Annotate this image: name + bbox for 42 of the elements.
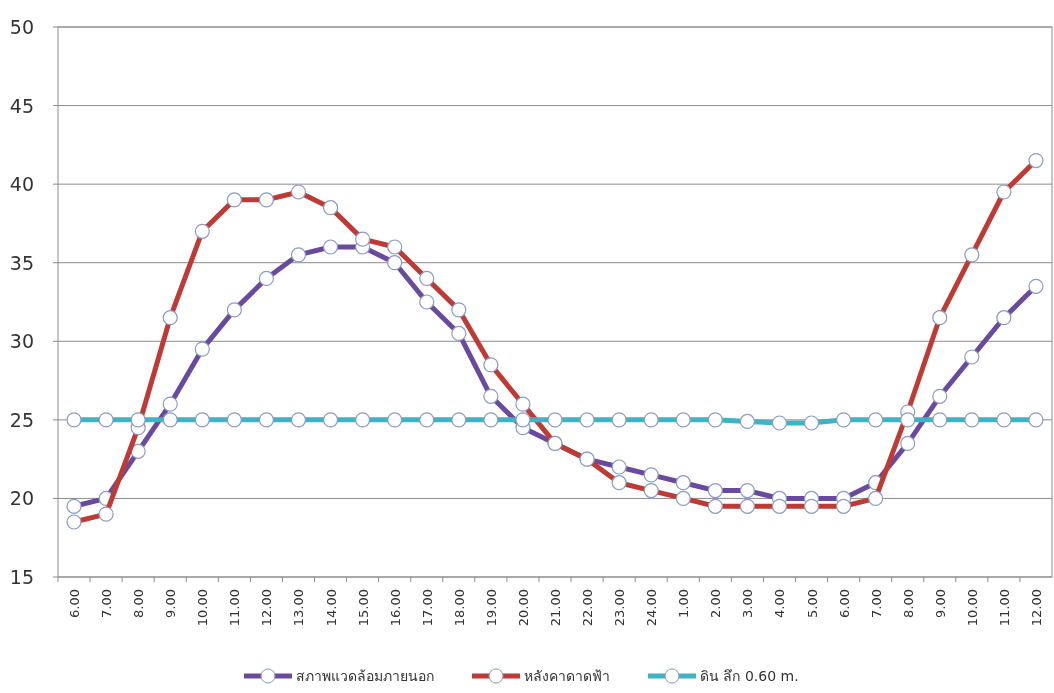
x-tick-label: 23.00 (612, 589, 628, 627)
x-tick-label: 10.00 (964, 589, 980, 627)
x-tick-label: 12.00 (1028, 589, 1044, 627)
y-tick-label: 50 (9, 16, 34, 38)
x-tick-label: 17.00 (419, 589, 435, 627)
x-tick-label: 6.00 (67, 589, 83, 618)
x-tick-label: 15.00 (355, 589, 371, 627)
x-tick-label: 2.00 (708, 589, 724, 618)
x-tick-label: 19.00 (483, 589, 499, 627)
legend-label: ดิน ลึก 0.60 m. (700, 668, 799, 684)
x-tick-label: 10.00 (195, 589, 211, 627)
y-tick-label: 15 (9, 566, 34, 588)
y-tick-label: 45 (9, 94, 34, 117)
x-tick-label: 4.00 (772, 589, 788, 618)
x-tick-label: 6.00 (836, 589, 852, 618)
x-tick-label: 1.00 (676, 589, 692, 618)
x-tick-label: 21.00 (548, 589, 563, 627)
x-tick-label: 12.00 (259, 589, 275, 627)
x-tick-label: 16.00 (387, 589, 403, 627)
x-tick-label: 24.00 (644, 589, 660, 627)
x-tick-label: 9.00 (932, 589, 948, 618)
x-tick-label: 3.00 (740, 589, 756, 618)
legend-label: สภาพแวดล้อมภายนอก (296, 668, 434, 684)
x-tick-label: 14.00 (323, 589, 339, 627)
x-tick-label: 18.00 (451, 589, 467, 627)
x-tick-label: 22.00 (580, 589, 596, 627)
x-tick-label: 8.00 (900, 589, 916, 618)
x-tick-label: 11.00 (227, 589, 243, 627)
x-tick-label: 20.00 (515, 589, 531, 627)
y-tick-label: 30 (9, 330, 34, 353)
x-tick-label: 11.00 (996, 589, 1012, 627)
y-tick-label: 35 (9, 251, 34, 274)
legend-label: หลังคาดาดฟ้า (524, 668, 610, 684)
y-tick-label: 20 (9, 487, 34, 510)
y-tick-label: 25 (9, 408, 34, 431)
y-tick-label: 40 (9, 173, 34, 196)
x-tick-label: 9.00 (163, 589, 179, 618)
x-tick-label: 5.00 (804, 589, 820, 618)
x-tick-label: 7.00 (99, 589, 115, 618)
x-tick-label: 13.00 (291, 589, 307, 627)
x-tick-label: 8.00 (131, 589, 147, 618)
x-tick-label: 7.00 (868, 589, 884, 618)
